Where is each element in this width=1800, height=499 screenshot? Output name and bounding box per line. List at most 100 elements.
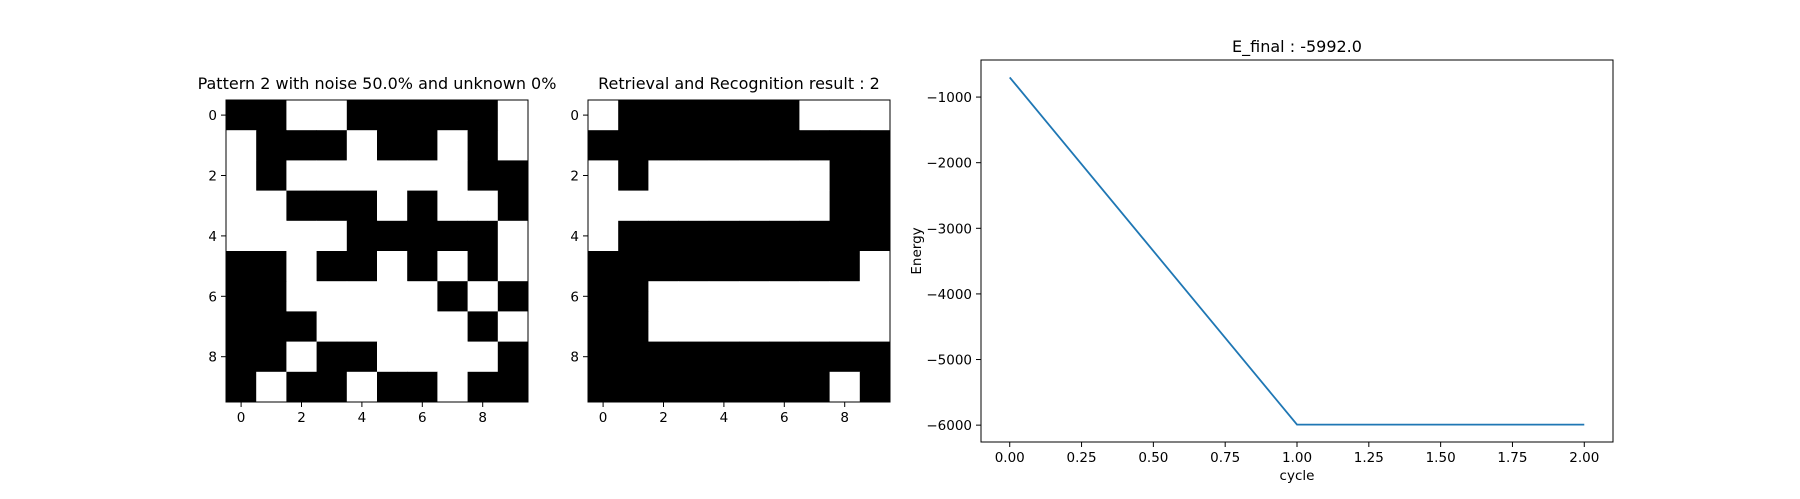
heatmap-result-x-tick-label: 4 [720,410,729,426]
heatmap-pattern-cell [377,341,408,373]
heatmap-result-cell [588,311,619,342]
heatmap-pattern-cell [497,311,529,342]
heatmap-result-cell [588,160,619,191]
heatmap-pattern-cell [467,100,499,131]
heatmap-result-cell [588,371,619,403]
heatmap-pattern-cell [256,341,287,373]
heatmap-result-cell [829,130,861,161]
heatmap-pattern-cell [286,220,317,252]
heatmap-result-cell [588,130,619,161]
heatmap-pattern-cell [497,341,529,373]
line-x-tick-label: 1.00 [1282,450,1312,466]
heatmap-pattern-cell [316,190,348,222]
heatmap-pattern-cell [256,311,287,342]
heatmap-result-cell [739,160,770,191]
heatmap-pattern-y-tick-label: 2 [208,169,217,185]
heatmap-pattern-cell [256,160,287,191]
heatmap-result-cell [859,190,891,222]
heatmap-result-cell [769,160,800,191]
heatmap-result-cell [618,251,649,282]
heatmap-result-cell [648,100,679,131]
heatmap-pattern-cell [407,371,438,403]
heatmap-pattern-cell [497,160,529,191]
heatmap-result-cell [799,251,830,282]
heatmap-result-cell [769,311,800,342]
heatmap-pattern-cell [226,130,257,161]
line-x-tick-label: 0.75 [1210,450,1240,466]
heatmap-result-cell [708,311,740,342]
heatmap-result-cell [739,220,770,252]
heatmap-result-cell [708,251,740,282]
heatmap-result-cell [648,251,679,282]
heatmap-pattern-cell [437,130,468,161]
heatmap-pattern-cell [377,130,408,161]
heatmap-result-cell [618,311,649,342]
heatmap-result-cell [769,220,800,252]
heatmap-result-cell [829,281,861,312]
heatmap-result-cell [769,130,800,161]
heatmap-result-cell [708,371,740,403]
heatmap-result-cell [829,311,861,342]
heatmap-pattern-cell [256,190,287,222]
heatmap-pattern-x-tick-label: 8 [478,410,487,426]
heatmap-result-cell [739,251,770,282]
heatmap-pattern-cell [256,220,287,252]
heatmap-pattern-cell [407,190,438,222]
heatmap-result-cell [739,130,770,161]
heatmap-result-cell [648,130,679,161]
heatmap-result-cell [678,371,710,403]
heatmap-pattern-title: Pattern 2 with noise 50.0% and unknown 0… [198,74,557,93]
energy-series-line [1009,76,1585,426]
heatmap-result-x-tick-label: 0 [599,410,608,426]
heatmap-pattern-cell [437,251,468,282]
heatmap-pattern-x-tick-label: 6 [418,410,427,426]
heatmap-pattern-cell [346,220,378,252]
heatmap-result-cell [829,341,861,373]
line-y-tick-label: −3000 [926,221,972,237]
heatmap-result-cell [859,160,891,191]
heatmap-pattern-cell [407,100,438,131]
heatmap-pattern-cell [437,220,468,252]
line-y-tick-label: −6000 [926,418,972,434]
heatmap-result-cell [588,190,619,222]
heatmap-pattern-cell [407,341,438,373]
heatmap-result-cell [708,341,740,373]
heatmap-pattern-cell [286,190,317,222]
heatmap-result-cell [829,160,861,191]
heatmap-result-y-tick-label: 4 [570,229,579,245]
heatmap-pattern-cell [256,281,287,312]
heatmap-result-cell [829,220,861,252]
heatmap-pattern-cell [346,160,378,191]
heatmap-pattern-cell [467,130,499,161]
line-x-tick-label: 0.25 [1067,450,1097,466]
heatmap-pattern-cell [316,281,348,312]
heatmap-pattern-cell [256,130,287,161]
heatmap-result-cell [648,190,679,222]
heatmap-pattern-cell [407,130,438,161]
heatmap-pattern-cell [497,251,529,282]
heatmap-result-cell [678,251,710,282]
heatmap-result-cell [618,341,649,373]
heatmap-pattern-cell [226,251,257,282]
heatmap-result-cell [829,100,861,131]
heatmap-pattern-cell [226,371,257,403]
heatmap-pattern-cell [286,130,317,161]
heatmap-pattern-cell [346,100,378,131]
heatmap-result-title: Retrieval and Recognition result : 2 [598,74,880,93]
line-y-tick-label: −1000 [926,90,972,106]
heatmap-result-cell [678,281,710,312]
heatmap-pattern-cell [407,251,438,282]
heatmap-result-cell [769,341,800,373]
heatmap-result-cell [708,160,740,191]
heatmap-pattern-cell [467,371,499,403]
heatmap-pattern-cell [286,341,317,373]
heatmap-pattern-cell [497,220,529,252]
heatmap-pattern-cell [286,100,317,131]
heatmap-result-cell [769,190,800,222]
heatmap-result-cell [648,220,679,252]
x-axis-label: cycle [1280,468,1315,484]
line-x-tick-label: 1.25 [1354,450,1384,466]
heatmap-pattern-cell [497,130,529,161]
heatmap-result-cell [678,311,710,342]
heatmap-pattern-cell [346,311,378,342]
